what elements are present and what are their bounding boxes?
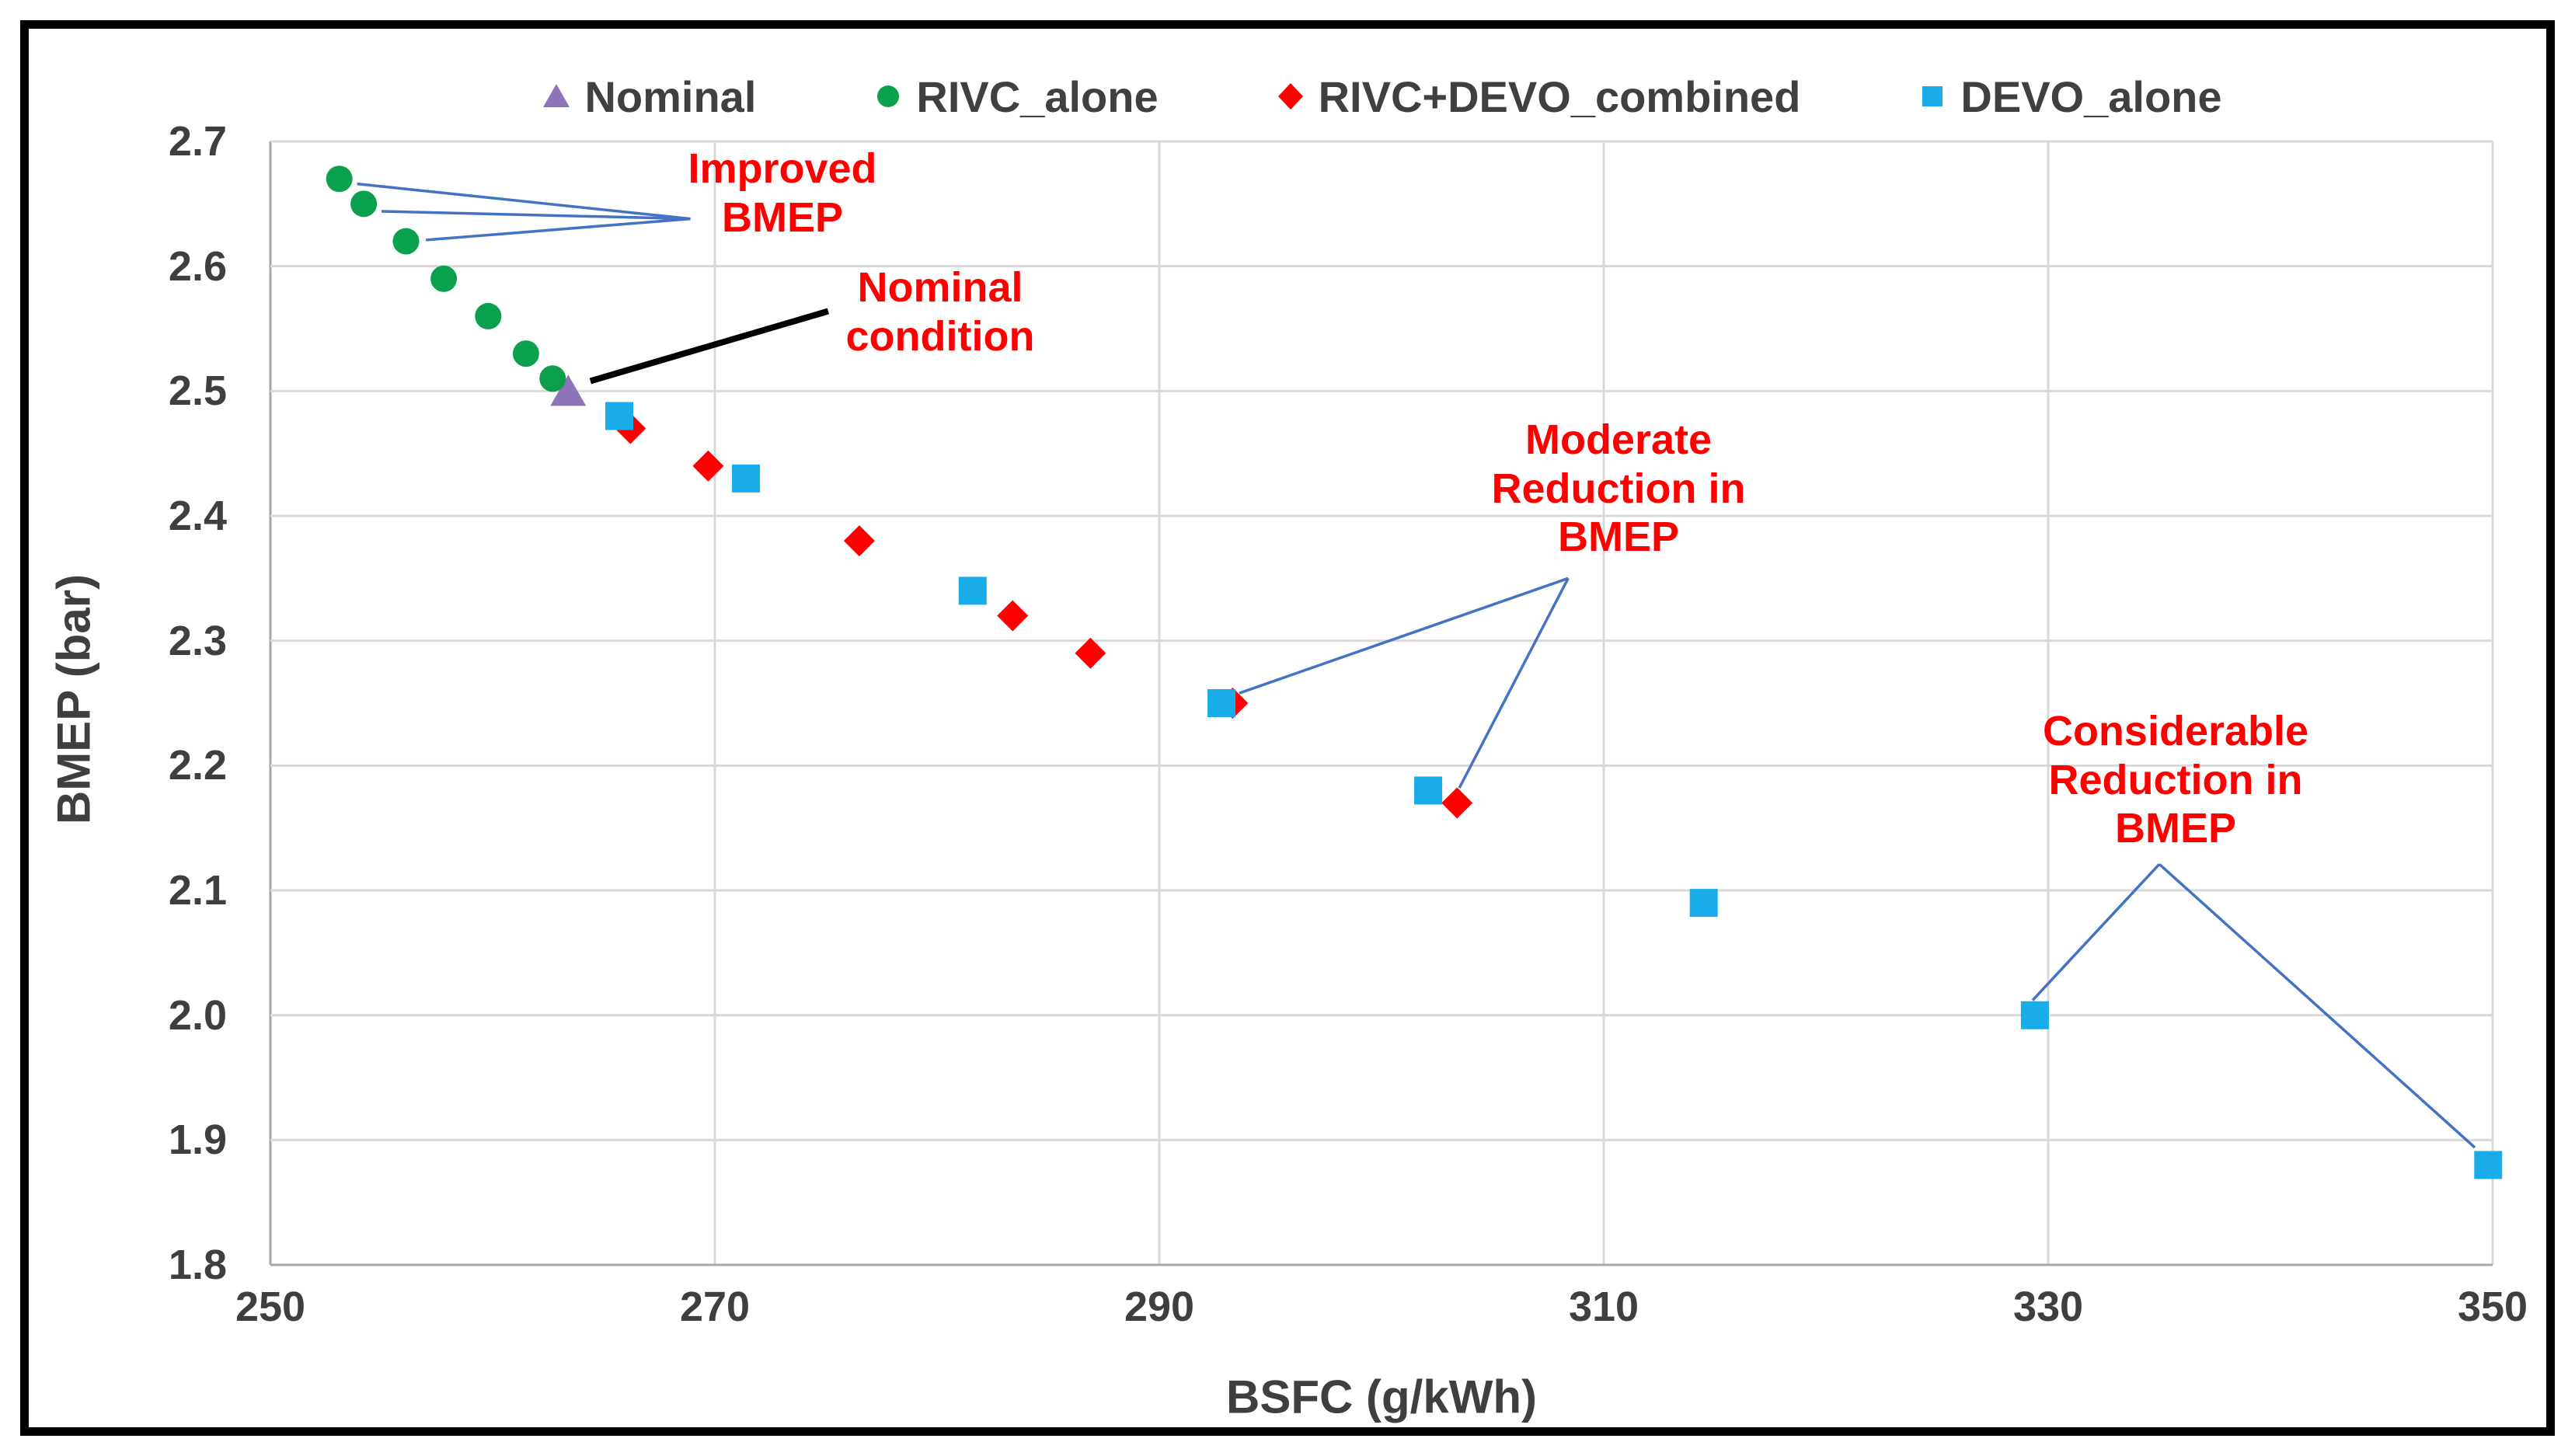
legend-item-devo-alone: DEVO_alone xyxy=(1917,71,2222,122)
leader-line-considerable-reduction xyxy=(2158,862,2476,1149)
legend: Nominal RIVC_alone RIVC+DEVO_combined DE… xyxy=(270,67,2493,126)
marker-RIVC_alone xyxy=(539,365,566,392)
y-tick-label: 2.5 xyxy=(168,367,227,415)
leader-line-improved-bmep xyxy=(357,182,691,221)
x-tick-label: 350 xyxy=(2457,1284,2528,1330)
marker-Nominal xyxy=(550,374,587,406)
y-tick-label: 2.3 xyxy=(168,617,227,664)
leader-line-considerable-reduction xyxy=(2031,863,2161,1001)
leader-line-moderate-reduction xyxy=(1239,576,1569,695)
y-tick-label: 2.4 xyxy=(168,493,227,539)
legend-label: DEVO_alone xyxy=(1960,71,2222,121)
y-tick-label: 2.1 xyxy=(168,867,227,914)
marker-DEVO_alone xyxy=(2020,1001,2049,1029)
marker-DEVO_alone xyxy=(1689,889,1718,918)
annotation-text-line: Moderate xyxy=(1524,416,1713,463)
x-tick-label: 290 xyxy=(1124,1284,1195,1330)
marker-RIVC_alone xyxy=(350,190,378,218)
annotation-text-line: Reduction in xyxy=(1491,465,1746,512)
leader-line-moderate-reduction xyxy=(1458,577,1570,789)
marker-DEVO_alone xyxy=(732,464,761,493)
x-tick-label: 250 xyxy=(235,1284,306,1330)
marker-RIVC_alone xyxy=(430,265,458,292)
marker-DEVO_alone xyxy=(1207,689,1236,717)
triangle-icon xyxy=(543,84,570,107)
annotation-considerable-reduction: Considerable Reduction in BMEP xyxy=(2043,707,2308,853)
leader-line-nominal-condition xyxy=(589,308,829,385)
y-tick-label: 2.0 xyxy=(168,991,227,1039)
legend-label: RIVC_alone xyxy=(916,71,1159,121)
legend-item-nominal: Nominal xyxy=(541,71,756,122)
legend-label: RIVC+DEVO_combined xyxy=(1318,71,1801,121)
annotation-text-line: Considerable xyxy=(2042,708,2309,754)
square-icon xyxy=(1922,86,1943,106)
diamond-icon xyxy=(1277,83,1303,110)
x-axis-title: BSFC (g/kWh) xyxy=(1226,1371,1537,1423)
x-tick-label: 270 xyxy=(679,1284,751,1330)
marker-DEVO_alone xyxy=(2474,1151,2503,1179)
annotation-text-line: condition xyxy=(845,312,1035,360)
marker-RIVC_alone xyxy=(475,302,502,329)
marker-DEVO_alone xyxy=(605,402,634,430)
leader-line-improved-bmep xyxy=(426,217,691,242)
marker-RIVC_alone xyxy=(392,228,420,255)
marker-RIVC_alone xyxy=(512,340,539,367)
legend-item-rivc-alone: RIVC_alone xyxy=(873,71,1159,122)
y-tick-label: 2.6 xyxy=(168,242,227,290)
annotation-text-line: Nominal xyxy=(857,264,1023,311)
annotation-text-line: BMEP xyxy=(721,193,843,241)
y-tick-label: 1.9 xyxy=(168,1116,227,1164)
annotation-improved-bmep: Improved BMEP xyxy=(688,145,876,242)
annotation-text-line: Reduction in xyxy=(2048,756,2303,803)
leader-line-improved-bmep xyxy=(381,210,691,221)
legend-label: Nominal xyxy=(584,71,757,121)
annotation-moderate-reduction: Moderate Reduction in BMEP xyxy=(1492,416,1746,562)
x-tick-label: 330 xyxy=(2012,1284,2084,1330)
marker-RIVC+DEVO_combined xyxy=(997,600,1029,632)
y-tick-label: 1.8 xyxy=(168,1242,227,1288)
circle-icon xyxy=(877,85,900,107)
marker-RIVC+DEVO_combined xyxy=(843,525,875,557)
annotation-text-line: BMEP xyxy=(1557,514,1680,561)
y-tick-label: 2.7 xyxy=(168,118,227,165)
marker-RIVC_alone xyxy=(326,165,353,193)
legend-item-rivc-devo-combined: RIVC+DEVO_combined xyxy=(1275,71,1801,122)
marker-RIVC+DEVO_combined xyxy=(1441,787,1473,819)
x-tick-label: 310 xyxy=(1568,1284,1639,1330)
marker-RIVC+DEVO_combined xyxy=(692,450,724,482)
annotation-text-line: Improved xyxy=(688,145,877,192)
annotation-text-line: BMEP xyxy=(2114,805,2236,852)
annotation-nominal-condition: Nominal condition xyxy=(846,263,1035,361)
marker-DEVO_alone xyxy=(1414,776,1443,805)
marker-DEVO_alone xyxy=(958,576,987,605)
y-tick-label: 2.2 xyxy=(168,742,227,789)
marker-RIVC+DEVO_combined xyxy=(1075,637,1106,669)
